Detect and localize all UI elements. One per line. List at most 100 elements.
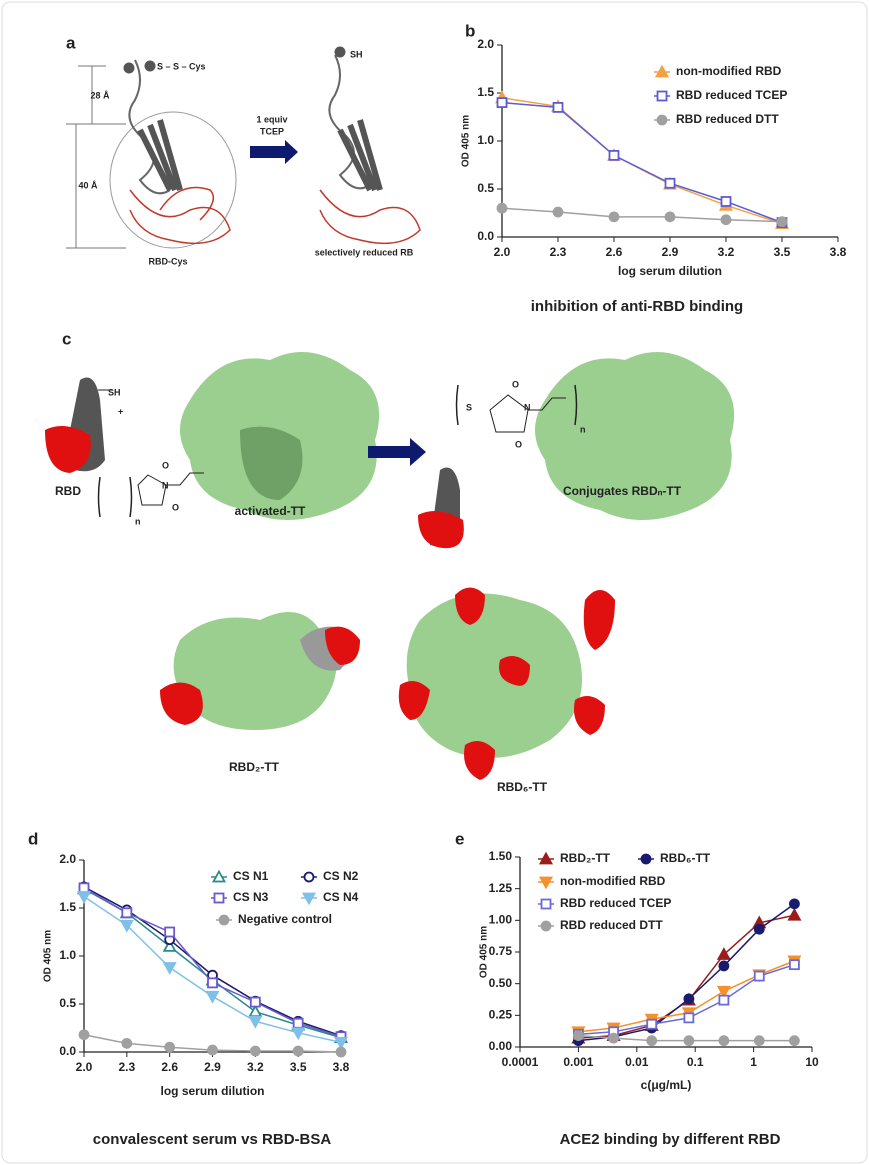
series-line bbox=[501, 207, 783, 223]
x-tick-label: 3.8 bbox=[333, 1060, 350, 1074]
legend-label: RBD reduced DTT bbox=[560, 918, 663, 932]
y-tick-label: 0.5 bbox=[59, 996, 76, 1010]
y-tick-label: 0.25 bbox=[489, 1008, 513, 1022]
legend-marker bbox=[540, 898, 552, 910]
y-tick-label: 0.75 bbox=[489, 944, 513, 958]
legend-label: RBD₆-TT bbox=[660, 851, 711, 865]
label: O bbox=[172, 502, 179, 512]
legend-label: Negative control bbox=[238, 912, 332, 926]
legend-marker bbox=[654, 64, 670, 78]
x-axis-label: log serum dilution bbox=[161, 1084, 265, 1098]
label: activated-TT bbox=[235, 504, 306, 518]
label: N bbox=[524, 402, 531, 412]
data-point bbox=[119, 919, 134, 933]
data-point bbox=[162, 939, 177, 952]
x-tick-label: 2.9 bbox=[662, 245, 679, 259]
data-point bbox=[78, 1029, 90, 1041]
data-point bbox=[292, 1045, 304, 1057]
x-tick-label: 0.01 bbox=[625, 1055, 649, 1069]
legend-label: non-modified RBD bbox=[560, 874, 666, 888]
legend-marker bbox=[656, 114, 668, 126]
data-point bbox=[683, 1012, 695, 1024]
y-axis-label: OD 405 nm bbox=[479, 926, 490, 978]
data-point bbox=[207, 977, 218, 989]
y-tick-label: 1.5 bbox=[477, 85, 494, 99]
label: RBD-Cys bbox=[148, 256, 187, 266]
y-tick-label: 2.0 bbox=[59, 852, 76, 866]
data-point bbox=[496, 97, 508, 108]
x-tick-label: 2.6 bbox=[161, 1060, 178, 1074]
legend-label: CS N1 bbox=[233, 869, 269, 883]
data-point bbox=[664, 177, 676, 189]
data-point bbox=[787, 907, 802, 921]
data-point bbox=[720, 214, 732, 226]
legend-label: CS N3 bbox=[233, 890, 269, 904]
series-line bbox=[501, 101, 783, 224]
label: 1 equiv bbox=[256, 114, 287, 124]
label: S bbox=[466, 402, 472, 412]
data-point bbox=[608, 211, 620, 223]
data-point bbox=[205, 990, 220, 1004]
data-point bbox=[789, 898, 800, 910]
legend-label: CS N2 bbox=[323, 869, 359, 883]
x-tick-label: 2.3 bbox=[118, 1060, 135, 1074]
data-point bbox=[121, 1037, 133, 1049]
x-tick-label: 2.9 bbox=[204, 1060, 221, 1074]
y-tick-label: 0.0 bbox=[59, 1044, 76, 1058]
data-point bbox=[248, 1015, 263, 1029]
data-point bbox=[789, 959, 800, 971]
data-point bbox=[683, 993, 695, 1005]
legend-marker bbox=[218, 914, 230, 926]
data-point bbox=[718, 960, 730, 972]
data-point bbox=[753, 970, 765, 982]
y-tick-label: 1.0 bbox=[477, 133, 494, 147]
label: RBD bbox=[55, 484, 81, 498]
panel-label: c bbox=[62, 329, 71, 348]
legend-marker bbox=[213, 892, 225, 904]
y-tick-label: 2.0 bbox=[477, 37, 494, 51]
chart-caption: convalescent serum vs RBD-BSA bbox=[93, 1131, 332, 1148]
data-point bbox=[716, 985, 731, 999]
label: SH bbox=[108, 387, 121, 397]
x-axis-label: c(μg/mL) bbox=[641, 1078, 692, 1092]
y-tick-label: 0.5 bbox=[477, 181, 494, 195]
y-tick-label: 1.00 bbox=[489, 913, 513, 927]
data-point bbox=[716, 947, 731, 960]
legend-label: RBD₂-TT bbox=[560, 851, 611, 865]
panel-label: d bbox=[28, 829, 38, 848]
data-point bbox=[552, 102, 564, 113]
data-point bbox=[164, 926, 176, 938]
legend-marker bbox=[211, 869, 227, 883]
data-point bbox=[164, 1041, 176, 1053]
x-tick-label: 1 bbox=[750, 1055, 757, 1069]
label: 28 Å bbox=[90, 90, 110, 100]
data-point bbox=[776, 216, 788, 228]
data-point bbox=[552, 206, 564, 218]
y-tick-label: 1.5 bbox=[59, 900, 76, 914]
data-point bbox=[646, 1035, 658, 1047]
x-tick-label: 3.2 bbox=[718, 245, 735, 259]
chart-caption: ACE2 binding by different RBD bbox=[560, 1131, 781, 1148]
x-tick-label: 10 bbox=[805, 1055, 819, 1069]
data-point bbox=[789, 1035, 800, 1047]
x-tick-label: 0.1 bbox=[687, 1055, 704, 1069]
x-axis-label: log serum dilution bbox=[618, 264, 722, 278]
x-tick-label: 2.0 bbox=[76, 1060, 93, 1074]
label: RBD₆-TT bbox=[497, 780, 548, 794]
panel-a-drawing bbox=[66, 46, 421, 249]
data-point bbox=[121, 907, 133, 919]
x-tick-label: 2.6 bbox=[606, 245, 623, 259]
x-tick-label: 0.001 bbox=[563, 1055, 593, 1069]
data-point bbox=[720, 196, 732, 207]
data-point bbox=[608, 149, 620, 161]
data-point bbox=[207, 1044, 218, 1056]
y-axis-label: OD 405 nm bbox=[43, 930, 54, 982]
label: TCEP bbox=[260, 126, 284, 136]
x-tick-label: 0.0001 bbox=[502, 1055, 539, 1069]
data-point bbox=[573, 1030, 584, 1041]
legend-label: RBD reduced TCEP bbox=[676, 88, 787, 102]
label: N bbox=[162, 480, 169, 490]
legend-marker bbox=[538, 876, 554, 890]
data-point bbox=[333, 1037, 349, 1050]
